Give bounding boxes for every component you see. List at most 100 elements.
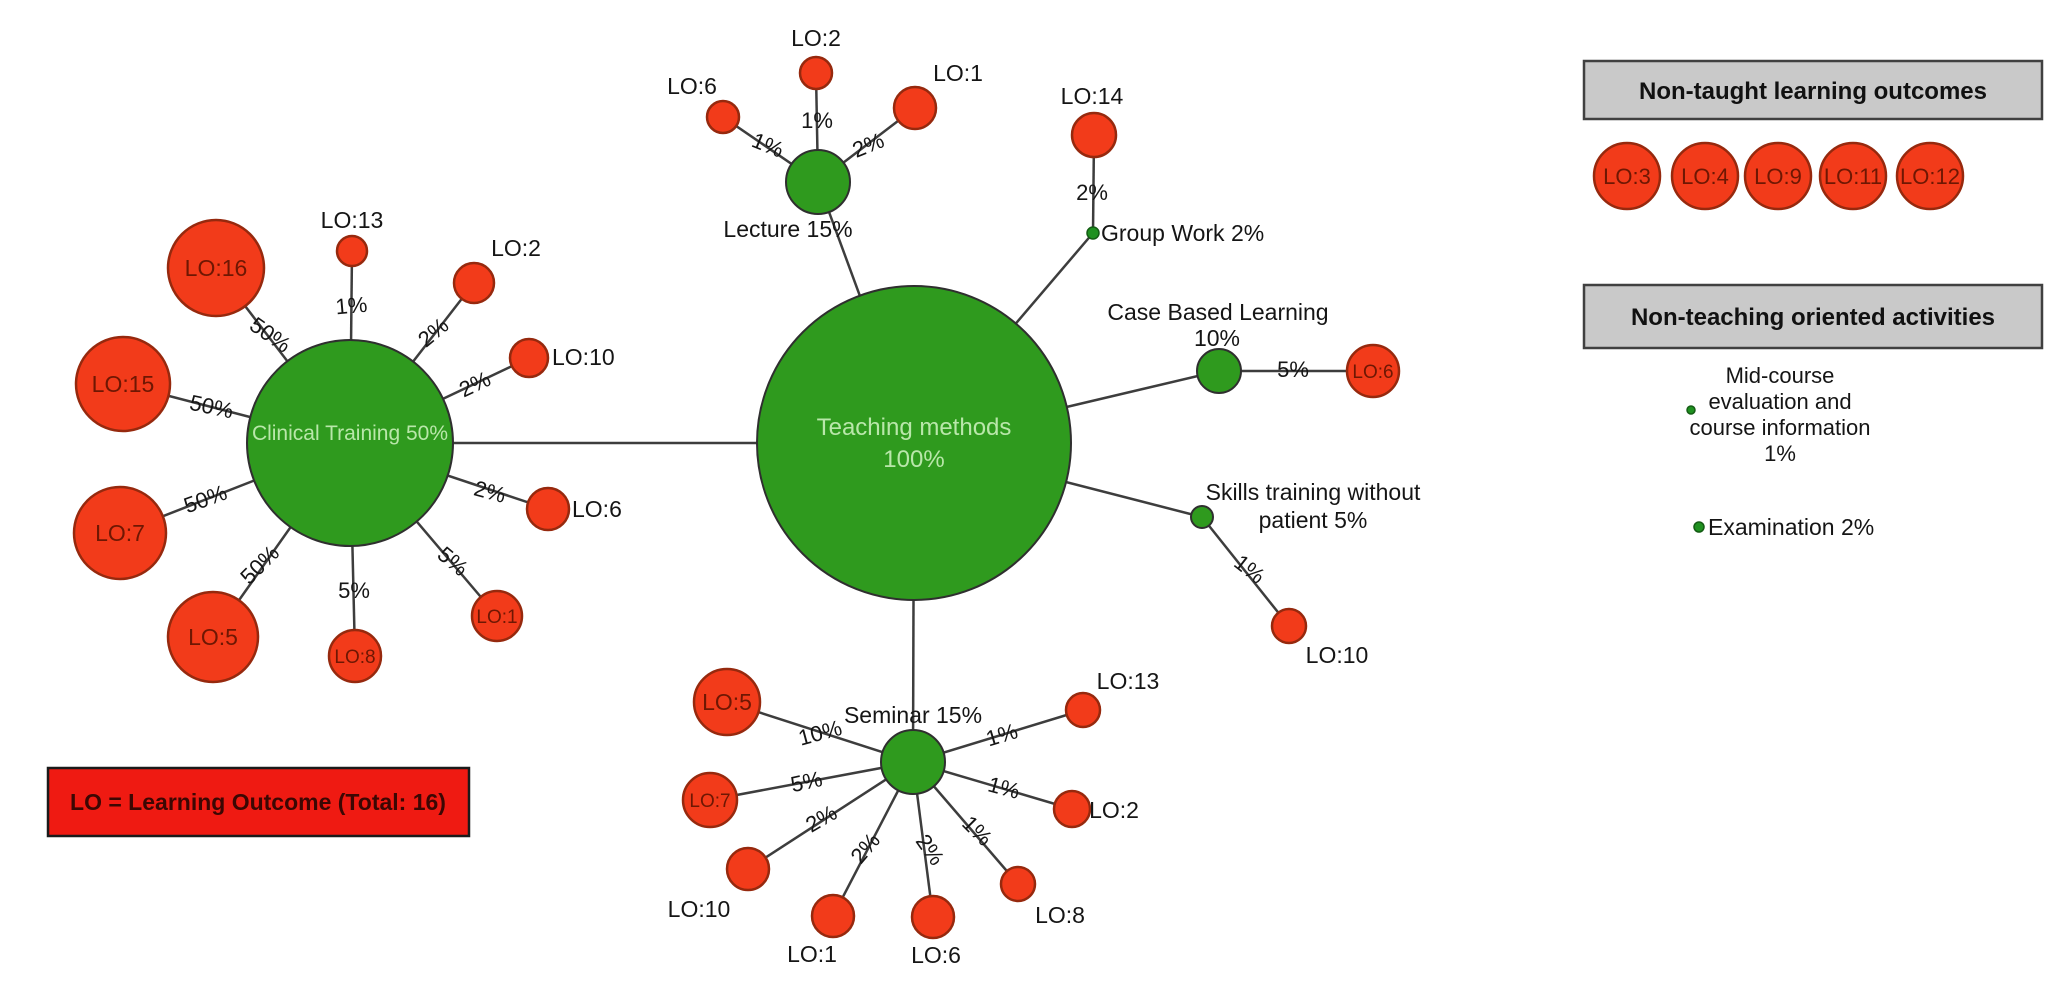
node-nontaught-lo4 (1670, 141, 1740, 211)
node-nontaught-lo9 (1743, 141, 1813, 211)
node-seminar-lo7 (681, 771, 739, 829)
node-seminar-lo13 (1064, 691, 1102, 729)
label-nontaught-lo9: LO:9 (1754, 164, 1802, 189)
outcome-nodes (72, 55, 1401, 940)
node-group-work-dot (1086, 226, 1100, 240)
node-clinical-lo10 (508, 337, 550, 379)
label-seminar-lo6: LO:6 (911, 942, 961, 968)
node-nontaught-lo3 (1592, 141, 1662, 211)
label-skills-line1: Skills training without (1206, 479, 1421, 505)
pct-casebased-lo6: 5% (1277, 357, 1309, 382)
label-seminar-lo7: LO:7 (689, 791, 730, 812)
panel-non-teaching: Non-teaching oriented activities Mid-cou… (1582, 283, 2044, 540)
label-skills-line2: patient 5% (1259, 507, 1368, 533)
label-clinical-lo13: LO:13 (321, 207, 384, 233)
node-lecture-lo1 (892, 85, 938, 131)
label-nontaught-lo3: LO:3 (1603, 164, 1651, 189)
examination-label: Examination 2% (1708, 514, 1874, 540)
midcourse-line4: 1% (1764, 441, 1796, 466)
label-lecture-lo1: LO:1 (933, 60, 983, 86)
pct-seminar-lo2: 1% (985, 772, 1022, 804)
non-teaching-title: Non-teaching oriented activities (1631, 304, 1995, 331)
midcourse-line3: course information (1690, 415, 1871, 440)
node-seminar-lo1 (810, 893, 856, 939)
label-seminar: Seminar 15% (844, 702, 982, 728)
label-seminar-lo13: LO:13 (1097, 668, 1160, 694)
non-teaching-header-box (1582, 283, 2044, 350)
label-teaching-line2: 100% (883, 446, 944, 473)
node-case-based-learning (1196, 348, 1242, 394)
label-clinical-lo6: LO:6 (572, 496, 622, 522)
pct-seminar-lo5: 10% (796, 715, 845, 751)
label-lecture-lo6: LO:6 (667, 73, 717, 99)
node-groupwork-lo14 (1070, 111, 1118, 159)
pct-seminar-lo6: 2% (911, 830, 950, 870)
node-clinical-lo13 (335, 234, 369, 268)
node-clinical-lo16 (166, 218, 266, 318)
label-seminar-lo5: LO:5 (702, 689, 752, 715)
node-clinical-lo15 (74, 335, 172, 433)
midcourse-dot (1686, 405, 1696, 415)
node-clinical-lo1 (470, 589, 524, 643)
pct-clinical-lo7: 50% (180, 480, 230, 519)
label-lecture: Lecture 15% (723, 216, 852, 242)
label-case-based-line2: 10% (1194, 325, 1240, 351)
node-nontaught-lo12 (1895, 141, 1965, 211)
node-seminar-lo2 (1052, 789, 1092, 829)
midcourse-line1: Mid-course (1726, 363, 1835, 388)
legend: LO = Learning Outcome (Total: 16) (46, 766, 471, 838)
label-seminar-lo10: LO:10 (668, 896, 731, 922)
label-clinical-lo8: LO:8 (334, 647, 375, 668)
label-clinical-lo2: LO:2 (491, 235, 541, 261)
method-nodes (246, 149, 1242, 795)
node-clinical-lo2 (452, 261, 496, 305)
label-nontaught-lo12: LO:12 (1900, 164, 1960, 189)
label-nontaught-lo4: LO:4 (1681, 164, 1729, 189)
pct-groupwork-lo14: 2% (1076, 180, 1108, 205)
midcourse-line2: evaluation and (1708, 389, 1851, 414)
pct-clinical-lo15: 50% (187, 390, 235, 424)
label-clinical-lo15: LO:15 (92, 371, 155, 397)
pct-skills-lo10: 1% (1229, 549, 1269, 588)
label-seminar-lo8: LO:8 (1035, 902, 1085, 928)
pct-seminar-lo8: 1% (957, 811, 997, 851)
label-clinical-lo5: LO:5 (188, 624, 238, 650)
label-casebased-lo6: LO:6 (1352, 362, 1393, 383)
label-group-work: Group Work 2% (1101, 220, 1264, 246)
node-seminar-lo10 (725, 846, 771, 892)
node-nontaught-lo11 (1818, 141, 1888, 211)
label-lecture-lo2: LO:2 (791, 25, 841, 51)
label-clinical-lo16: LO:16 (185, 255, 248, 281)
label-clinical-lo7: LO:7 (95, 520, 145, 546)
examination-dot (1693, 521, 1705, 533)
node-lecture-lo2 (798, 55, 834, 91)
pct-clinical-lo6: 2% (471, 476, 508, 508)
pct-seminar-lo1: 2% (845, 828, 885, 868)
pct-lecture-lo2: 1% (801, 108, 833, 133)
pct-clinical-lo8: 5% (338, 578, 370, 603)
node-seminar (880, 729, 946, 795)
node-clinical-training (246, 339, 454, 547)
node-labels: Teaching methods 100% Clinical Training … (92, 25, 1421, 968)
node-seminar-lo8 (999, 865, 1037, 903)
label-case-based-line1: Case Based Learning (1107, 299, 1328, 325)
legend-text: LO = Learning Outcome (Total: 16) (70, 789, 446, 815)
label-nontaught-lo11: LO:11 (1824, 164, 1882, 189)
label-teaching-line1: Teaching methods (817, 414, 1012, 441)
label-clinical-lo1: LO:1 (476, 607, 517, 628)
pct-clinical-lo16: 50% (245, 312, 295, 358)
node-clinical-lo7 (72, 485, 168, 581)
node-lecture-lo6 (705, 99, 741, 135)
node-skills-lo10 (1270, 607, 1308, 645)
node-clinical-lo8 (327, 628, 383, 684)
node-clinical-lo5 (166, 590, 260, 684)
node-seminar-lo5 (692, 667, 762, 737)
pct-clinical-lo13: 1% (334, 292, 368, 320)
legend-red-box (46, 766, 471, 838)
non-taught-header-box (1582, 59, 2044, 121)
pct-seminar-lo13: 1% (983, 718, 1021, 751)
label-groupwork-lo14: LO:14 (1061, 83, 1124, 109)
node-casebased-lo6 (1345, 343, 1401, 399)
node-seminar-lo6 (910, 894, 956, 940)
